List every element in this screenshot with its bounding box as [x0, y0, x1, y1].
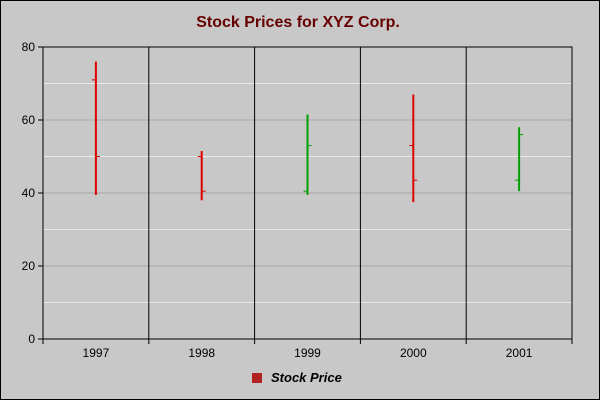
y-tick-label: 20	[22, 259, 36, 273]
x-axis: 1997 1998 1999 2000 2001	[42, 339, 573, 360]
x-tick-label: 2001	[506, 346, 533, 360]
legend-label: Stock Price	[271, 370, 342, 385]
series-layer	[91, 61, 524, 203]
hloc-bar	[515, 127, 524, 192]
hloc-bar	[91, 61, 100, 195]
y-tick-label: 0	[28, 332, 35, 346]
y-axis: 0 20 40 60 80	[22, 40, 43, 346]
x-tick-label: 1999	[294, 346, 321, 360]
y-tick-label: 40	[22, 186, 36, 200]
x-tick-label: 1997	[83, 346, 110, 360]
y-tick-label: 60	[22, 113, 36, 127]
chart-title: Stock Prices for XYZ Corp.	[196, 14, 400, 31]
legend: Stock Price	[252, 370, 342, 385]
hloc-bar	[197, 151, 206, 201]
y-tick-label: 80	[22, 40, 36, 54]
x-tick-label: 1998	[188, 346, 215, 360]
plot-area	[42, 46, 573, 340]
x-tick-label: 2000	[400, 346, 427, 360]
legend-swatch	[252, 373, 262, 383]
hloc-bar	[409, 94, 418, 203]
hloc-bar	[303, 114, 312, 195]
